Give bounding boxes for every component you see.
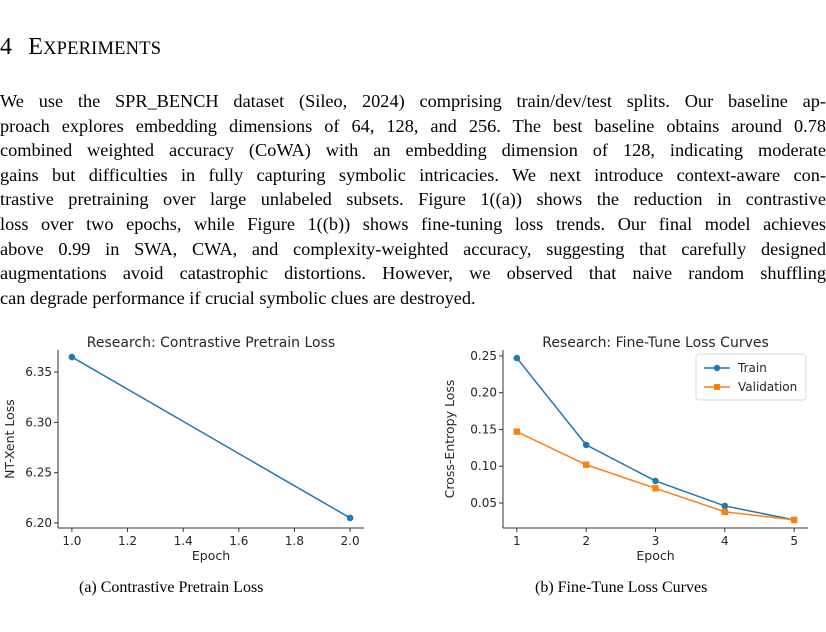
data-point xyxy=(513,354,521,362)
section-heading: 4 EXPERIMENTS xyxy=(0,34,161,61)
data-point xyxy=(513,428,521,435)
data-point xyxy=(721,502,729,510)
y-tick-label: 6.20 xyxy=(25,516,52,530)
x-tick-label: 1.6 xyxy=(229,534,248,548)
x-tick-label: 5 xyxy=(790,534,798,548)
paragraph-line: gains but difficulties in fully capturin… xyxy=(0,164,826,185)
body-paragraph: We use the SPR_BENCH dataset (Sileo, 202… xyxy=(0,89,826,310)
x-tick-label: 2.0 xyxy=(341,534,360,548)
paragraph-line: augmentations avoid catastrophic distort… xyxy=(0,263,826,284)
y-tick-label: 6.30 xyxy=(25,415,52,429)
data-point xyxy=(346,514,354,522)
x-tick-label: 3 xyxy=(652,534,660,548)
data-point xyxy=(582,461,590,468)
y-tick-label: 6.25 xyxy=(25,466,52,480)
figure-a-caption: (a) Contrastive Pretrain Loss xyxy=(79,579,264,596)
legend-label: Validation xyxy=(738,380,797,394)
y-axis-label: Cross-Entropy Loss xyxy=(442,380,457,499)
paragraph-line: loss over two epochs, while Figure 1((b)… xyxy=(0,213,826,234)
y-tick-label: 0.15 xyxy=(470,422,497,436)
x-tick-label: 2 xyxy=(582,534,590,548)
x-tick-label: 1.4 xyxy=(174,534,193,548)
data-point xyxy=(652,485,659,492)
y-tick-label: 0.10 xyxy=(470,459,497,473)
data-point xyxy=(790,516,798,524)
figure-b: Research: Fine-Tune Loss Curves 1 2 3 4 5 0.05… xyxy=(440,326,826,571)
legend-marker xyxy=(714,384,720,390)
x-axis-label: Epoch xyxy=(192,548,230,563)
data-point xyxy=(721,508,729,516)
figure-b-caption: (b) Fine-Tune Loss Curves xyxy=(535,579,708,596)
legend-box xyxy=(695,353,807,401)
y-tick-label: 0.25 xyxy=(470,349,497,363)
data-point xyxy=(582,441,590,449)
paragraph-line: proach explores embedding dimensions of … xyxy=(0,115,826,136)
paragraph-line: We use the SPR_BENCH dataset (Sileo, 202… xyxy=(0,91,826,111)
data-point xyxy=(652,477,659,485)
contrastive-loss-chart: Research: Contrastive Pretrain Loss 1.0 1.… xyxy=(2,335,364,563)
y-tick-label: 6.35 xyxy=(25,365,52,379)
x-tick-label: 1 xyxy=(513,534,521,548)
series-line xyxy=(71,356,351,519)
paragraph-line: trastive pretraining over large unlabele… xyxy=(0,189,826,210)
x-tick-label: 1.0 xyxy=(62,534,81,548)
section-title-rest: XPERIMENTS xyxy=(43,39,162,59)
chart-title: Research: Fine-Tune Loss Curves xyxy=(542,335,769,351)
finetune-loss-chart: Research: Fine-Tune Loss Curves 1 2 3 4 5 0.05… xyxy=(442,335,808,563)
section-number: 4 xyxy=(0,34,13,60)
x-tick-label: 4 xyxy=(721,534,729,548)
legend-label: Train xyxy=(737,361,767,375)
y-axis-label: NT-Xent Loss xyxy=(2,399,17,479)
chart-title: Research: Contrastive Pretrain Loss xyxy=(87,335,335,351)
figure-a: Research: Contrastive Pretrain Loss 1.0 1.… xyxy=(0,326,380,571)
x-axis-label: Epoch xyxy=(636,548,674,563)
paragraph-line: above 0.99 in SWA, CWA, and complexity-w… xyxy=(0,238,826,259)
y-tick-label: 0.05 xyxy=(470,496,497,510)
x-tick-label: 1.8 xyxy=(285,534,304,548)
paragraph-line: combined weighted accuracy (CoWA) with a… xyxy=(0,140,826,161)
x-tick-label: 1.2 xyxy=(118,534,137,548)
legend-marker xyxy=(713,364,721,372)
data-point xyxy=(68,353,76,361)
paragraph-line: can degrade performance if crucial symbo… xyxy=(0,287,476,308)
series-line xyxy=(516,430,795,521)
y-tick-label: 0.20 xyxy=(470,386,497,400)
section-title-initial: E xyxy=(28,34,44,60)
